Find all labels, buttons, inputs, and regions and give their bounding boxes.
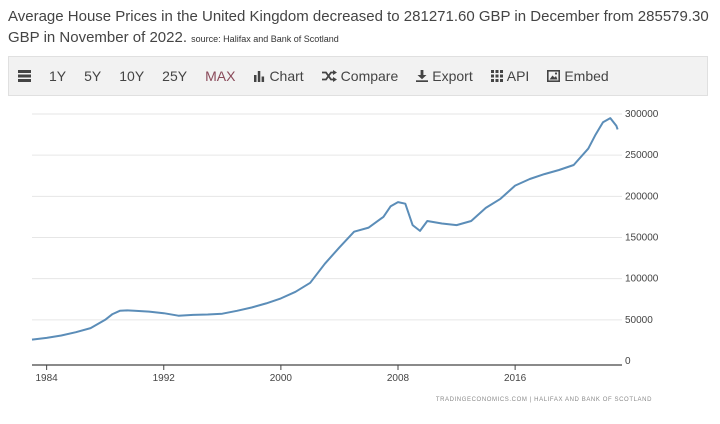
headline-text: Average House Prices in the United Kingd… bbox=[8, 8, 709, 46]
y-tick-label: 150000 bbox=[625, 233, 659, 244]
export-button-label: Export bbox=[432, 68, 473, 84]
x-tick-label: 1984 bbox=[36, 373, 59, 384]
headline-source: source: Halifax and Bank of Scotland bbox=[191, 34, 339, 44]
x-tick-label: 1992 bbox=[153, 373, 176, 384]
compare-button-label: Compare bbox=[340, 68, 399, 84]
range-10y-button[interactable]: 10Y bbox=[119, 68, 145, 84]
chart-series bbox=[31, 117, 619, 341]
embed-button-label: Embed bbox=[564, 68, 609, 84]
embed-button[interactable]: Embed bbox=[538, 57, 617, 95]
chart-button-label: Chart bbox=[269, 68, 304, 84]
x-axis bbox=[32, 364, 622, 370]
range-25y-button[interactable]: 25Y bbox=[162, 68, 188, 84]
y-tick-label: 250000 bbox=[625, 150, 659, 161]
table-icon bbox=[18, 70, 31, 82]
table-view-button[interactable] bbox=[9, 57, 40, 95]
y-tick-label: 300000 bbox=[625, 109, 659, 120]
range-1y-button[interactable]: 1Y bbox=[49, 68, 67, 84]
download-icon bbox=[416, 70, 429, 82]
range-max-button[interactable]: MAX bbox=[205, 68, 236, 84]
x-axis-tick-labels: 1984 1992 2000 2008 2016 bbox=[36, 373, 527, 384]
x-tick-label: 2000 bbox=[270, 373, 293, 384]
bar-chart-icon bbox=[253, 70, 265, 82]
chart-toolbar: 1Y 5Y 10Y 25Y MAX Chart Compare Export A… bbox=[8, 56, 708, 96]
compare-button[interactable]: Compare bbox=[313, 57, 408, 95]
y-tick-label: 200000 bbox=[625, 191, 659, 202]
y-axis-tick-labels: 0 50000 100000 150000 200000 250000 300000 bbox=[625, 109, 659, 367]
chart-button[interactable]: Chart bbox=[244, 57, 312, 95]
x-tick-label: 2016 bbox=[504, 373, 527, 384]
headline: Average House Prices in the United Kingd… bbox=[8, 6, 712, 50]
api-button-label: API bbox=[506, 68, 530, 84]
image-icon bbox=[547, 70, 561, 82]
house-price-line-chart: 0 50000 100000 150000 200000 250000 300000 198… bbox=[31, 109, 659, 384]
export-button[interactable]: Export bbox=[407, 57, 481, 95]
api-button[interactable]: API bbox=[482, 57, 539, 95]
y-tick-label: 100000 bbox=[625, 274, 659, 285]
grid-icon bbox=[490, 70, 503, 82]
x-tick-label: 2008 bbox=[387, 373, 410, 384]
watermark-credit: TRADINGECONOMICS.COM | HALIFAX AND BANK … bbox=[435, 397, 652, 403]
y-tick-label: 0 bbox=[625, 356, 631, 367]
shuffle-icon bbox=[321, 70, 337, 82]
range-5y-button[interactable]: 5Y bbox=[84, 68, 102, 84]
chart-grid bbox=[32, 113, 622, 321]
house-price-series-line bbox=[31, 117, 619, 341]
y-tick-label: 50000 bbox=[625, 315, 653, 326]
